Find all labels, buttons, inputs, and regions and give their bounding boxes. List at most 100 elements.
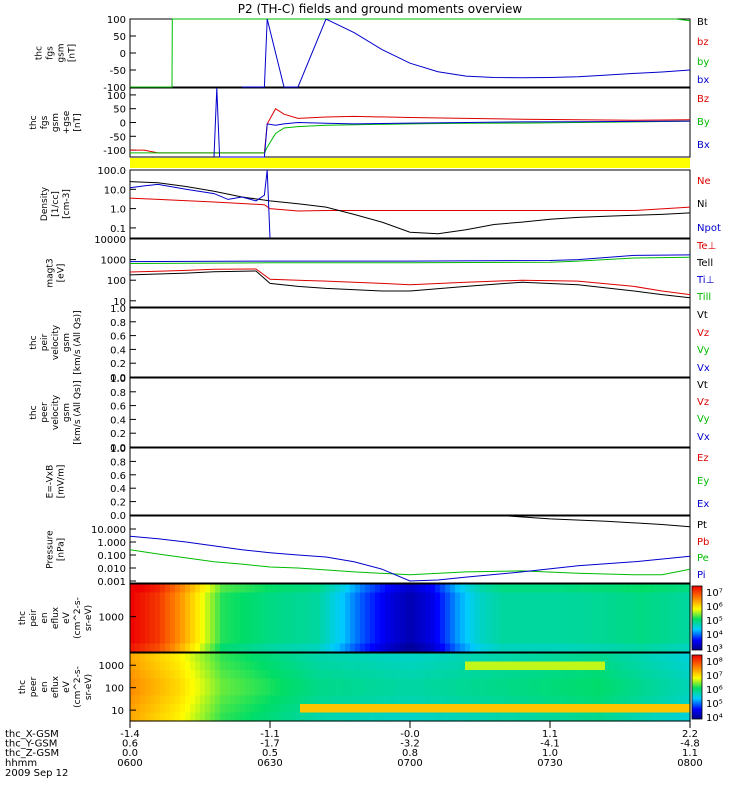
heatmap-cell (145, 626, 151, 636)
heatmap-cell (130, 609, 136, 619)
heatmap-cell (600, 704, 606, 714)
heatmap-cell (135, 704, 141, 714)
heatmap-cell (500, 584, 506, 594)
heatmap-cell (260, 609, 266, 619)
heatmap-cell (360, 592, 366, 602)
heatmap-cell (585, 592, 591, 602)
heatmap-cell (685, 661, 691, 671)
heatmap-cell (600, 670, 606, 680)
heatmap-cell (150, 584, 156, 594)
heatmap-cell (305, 678, 311, 688)
heatmap-cell (325, 687, 331, 697)
heatmap-cell (565, 712, 571, 722)
heatmap-cell (230, 609, 236, 619)
heatmap-cell (185, 661, 191, 671)
heatmap-cell (300, 653, 306, 663)
heatmap-cell (230, 687, 236, 697)
heatmap-cell (450, 592, 456, 602)
ytick-label: 1000 (99, 661, 124, 672)
ytick-label: 0.2 (110, 429, 126, 440)
heatmap-cell (530, 601, 536, 611)
ytick-label: 0.1 (110, 224, 126, 235)
heatmap-cell (465, 670, 471, 680)
heatmap-cell (130, 670, 136, 680)
heatmap-cell (605, 635, 611, 645)
heatmap-cell (550, 661, 556, 671)
heatmap-cell (395, 695, 401, 705)
heatmap-cell (330, 626, 336, 636)
heatmap-cell (470, 601, 476, 611)
heatmap-cell (645, 618, 651, 628)
heatmap-cell (440, 635, 446, 645)
heatmap-cell (210, 712, 216, 722)
heatmap-cell (585, 609, 591, 619)
heatmap-cell (250, 626, 256, 636)
heatmap-cell (165, 635, 171, 645)
heatmap-cell (145, 609, 151, 619)
heatmap-cell (195, 695, 201, 705)
heatmap-cell (360, 601, 366, 611)
heatmap-cell (195, 661, 201, 671)
heatmap-cell (490, 712, 496, 722)
heatmap-cell (570, 661, 576, 671)
heatmap-cell (485, 687, 491, 697)
heatmap-cell (420, 653, 426, 663)
heatmap-cell (385, 601, 391, 611)
heatmap-cell (635, 601, 641, 611)
colorbar-tick-label: 10⁴ (706, 630, 723, 641)
heatmap-cell (685, 695, 691, 705)
heatmap-cell (325, 635, 331, 645)
legend-label: Ez (697, 453, 709, 464)
heatmap-cell (625, 609, 631, 619)
heatmap-cell (595, 643, 601, 653)
heatmap-cell (615, 643, 621, 653)
heatmap-cell (250, 704, 256, 714)
heatmap-cell (585, 678, 591, 688)
heatmap-cell (615, 653, 621, 663)
heatmap-cell (540, 635, 546, 645)
heatmap-cell (585, 618, 591, 628)
heatmap-cell (430, 601, 436, 611)
heatmap-cell (415, 592, 421, 602)
heatmap-cell (570, 609, 576, 619)
panel-frame (129, 307, 691, 378)
heatmap-cell (430, 609, 436, 619)
heatmap-cell (590, 653, 596, 663)
heatmap-cell (255, 661, 261, 671)
heatmap-cell (175, 643, 181, 653)
heatmap-cell (355, 601, 361, 611)
heatmap-cell (515, 704, 521, 714)
heatmap-cell (580, 687, 586, 697)
heatmap-cell (405, 618, 411, 628)
heatmap-cell (265, 661, 271, 671)
heatmap-cell (675, 661, 681, 671)
heatmap-cell (140, 618, 146, 628)
heatmap-cell (645, 695, 651, 705)
heatmap-cell (175, 635, 181, 645)
heatmap-cell (380, 670, 386, 680)
heatmap-cell (440, 609, 446, 619)
heatmap-cell (350, 712, 356, 722)
heatmap-cell (555, 635, 561, 645)
heatmap-cell (645, 643, 651, 653)
heatmap-cell (250, 601, 256, 611)
heatmap-cell (345, 653, 351, 663)
heatmap-cell (625, 704, 631, 714)
heatmap-cell (240, 661, 246, 671)
xaxis-value: 0800 (677, 758, 702, 769)
heatmap-cell (280, 592, 286, 602)
heatmap-cell (170, 670, 176, 680)
heatmap-cell (350, 704, 356, 714)
heatmap-cell (320, 601, 326, 611)
heatmap-cell (510, 712, 516, 722)
legend-label: Pi (697, 570, 706, 581)
heatmap-cell (540, 609, 546, 619)
heatmap-cell (235, 601, 241, 611)
heatmap-cell (355, 695, 361, 705)
heatmap-cell (665, 601, 671, 611)
heatmap-cell (385, 653, 391, 663)
heatmap-cell (495, 618, 501, 628)
heatmap-cell (630, 626, 636, 636)
heatmap-cell (305, 643, 311, 653)
heatmap-cell (585, 687, 591, 697)
